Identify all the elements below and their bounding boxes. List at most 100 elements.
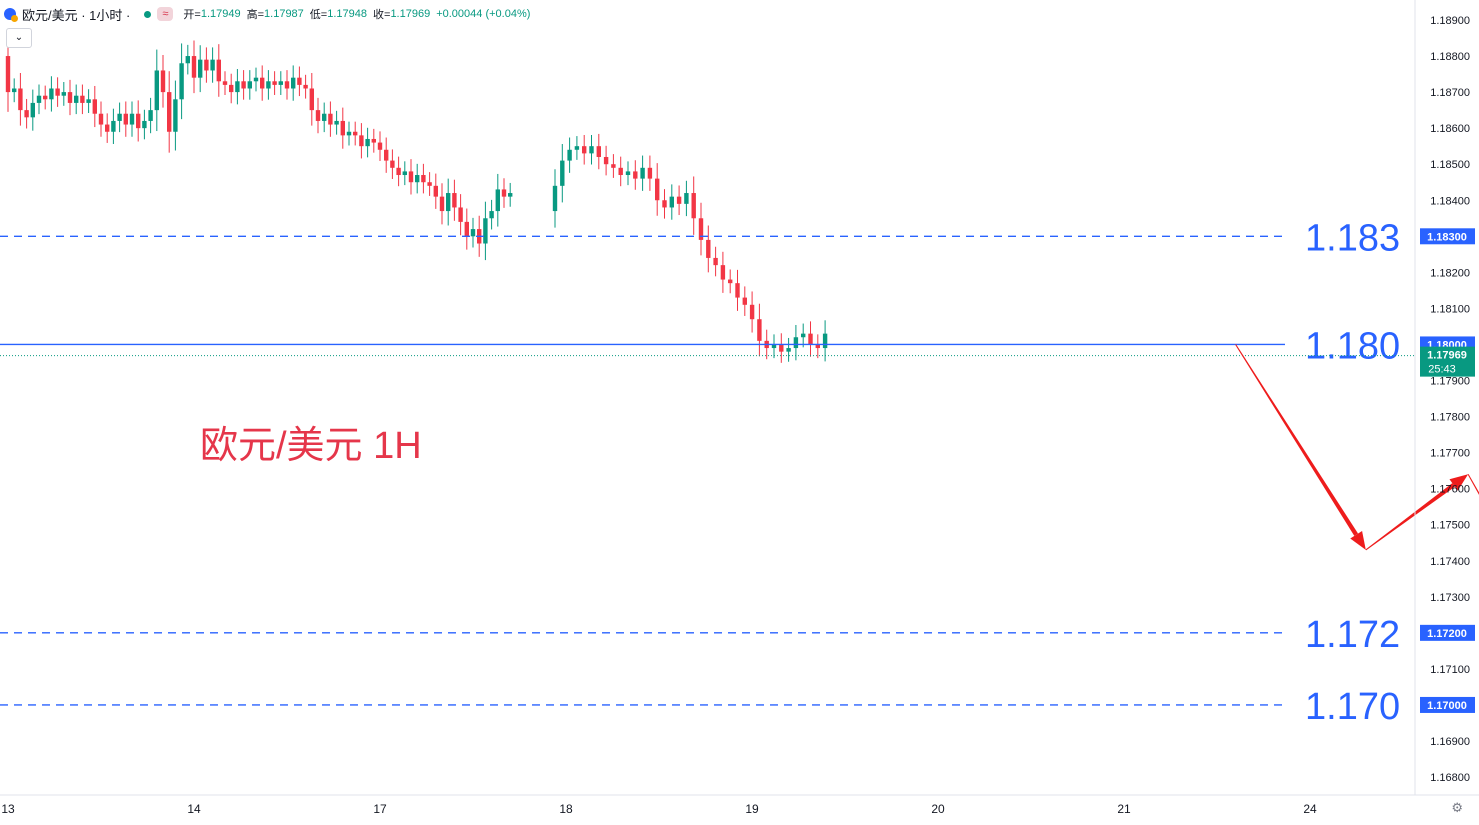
candle [266,70,271,100]
candle [589,134,594,165]
low-value: 1.17948 [327,8,367,20]
candle [185,44,190,75]
candle [415,163,420,194]
y-tick-label: 1.17700 [1430,448,1470,460]
x-tick-label: 17 [373,802,387,816]
last-price-text: 1.17969 [1427,350,1467,362]
candle [801,323,806,348]
symbol-header: 欧元/美元 · 1小时 · ≈ 开= 1.17949 高= 1.17987 低= 1.… [0,0,536,28]
candle [136,100,141,142]
candle [793,324,799,361]
candle [483,201,488,261]
candle [191,40,197,94]
candle [720,251,726,293]
market-status-dot [144,10,152,18]
high-label: 高= [246,9,265,21]
candle [123,101,128,137]
open-label: 开= [183,9,201,21]
x-tick-label: 21 [1117,802,1131,816]
candle [117,102,122,133]
level-label-1: 1.180 [1305,325,1400,367]
candle [662,189,667,219]
candle [328,101,333,137]
candle [346,121,352,146]
candle [684,180,689,217]
currency-flag-icon [4,8,18,22]
candle [452,179,457,221]
y-tick-label: 1.18900 [1430,15,1470,27]
y-tick-label: 1.18500 [1430,159,1470,171]
settings-icon[interactable]: ⚙ [1451,800,1463,815]
candle [148,97,153,134]
candle [433,173,438,209]
candle [80,84,85,115]
x-tick-label: 13 [1,802,15,816]
candle [18,72,23,126]
candle [384,137,389,173]
candle [142,109,147,140]
candle [691,176,696,235]
candle [359,123,364,159]
candle [402,161,407,186]
y-tick-label: 1.18800 [1430,51,1470,63]
candle [365,127,370,158]
candle [129,101,135,137]
projection-arrow-0 [1235,344,1366,550]
candle [596,133,601,170]
candle [427,172,432,196]
candle [284,70,290,100]
y-tick-label: 1.18100 [1430,303,1470,315]
candle [742,286,747,316]
candle [647,155,653,191]
change-value: +0.00044 (+0.04%) [436,8,531,20]
y-tick-label: 1.17100 [1430,664,1470,676]
candle [55,77,60,107]
y-tick-label: 1.17600 [1430,484,1470,496]
x-tick-label: 24 [1303,802,1317,816]
candle [618,156,623,187]
candle [179,43,184,120]
y-tick-label: 1.18600 [1430,123,1470,135]
projection-arrow-1 [1365,474,1469,551]
candle [371,128,376,153]
candle [272,71,277,95]
candle [253,67,259,92]
y-tick-label: 1.18700 [1430,87,1470,99]
candle [291,65,296,101]
candle [297,66,302,97]
candle [241,70,246,100]
candle [36,84,42,115]
chevron-down-icon[interactable]: ⌄ [6,28,32,48]
candle [552,169,558,228]
countdown-text: 25:43 [1428,364,1456,376]
candle [278,71,283,95]
candle [611,154,616,178]
y-tick-label: 1.17400 [1430,556,1470,568]
price-axis: 1.18900 1.18800 1.18700 1.18600 1.18500 1.184… [1430,15,1470,784]
candle [30,89,35,131]
level-label-3: 1.170 [1305,686,1400,728]
x-tick-label: 19 [745,802,759,816]
level-label-0: 1.183 [1305,217,1400,259]
candle [640,155,645,191]
last-price-tag [1420,346,1475,377]
price-tag-text-0: 1.18300 [1427,231,1467,243]
candle [421,163,426,194]
indicator-chip[interactable]: ≈ [157,7,174,21]
candle [86,89,91,114]
candle [309,72,314,126]
candle [603,145,609,176]
candle [5,36,11,112]
candle [676,185,682,216]
candle [771,334,777,359]
candle [458,194,463,236]
candle [439,183,445,225]
candle [24,98,29,129]
open-value: 1.17949 [200,8,241,20]
x-tick-label: 14 [187,802,201,816]
symbol-title[interactable]: 欧元/美元 · 1小时 · [22,7,131,23]
candle [713,246,718,277]
candle [396,156,401,187]
candle [574,136,580,160]
